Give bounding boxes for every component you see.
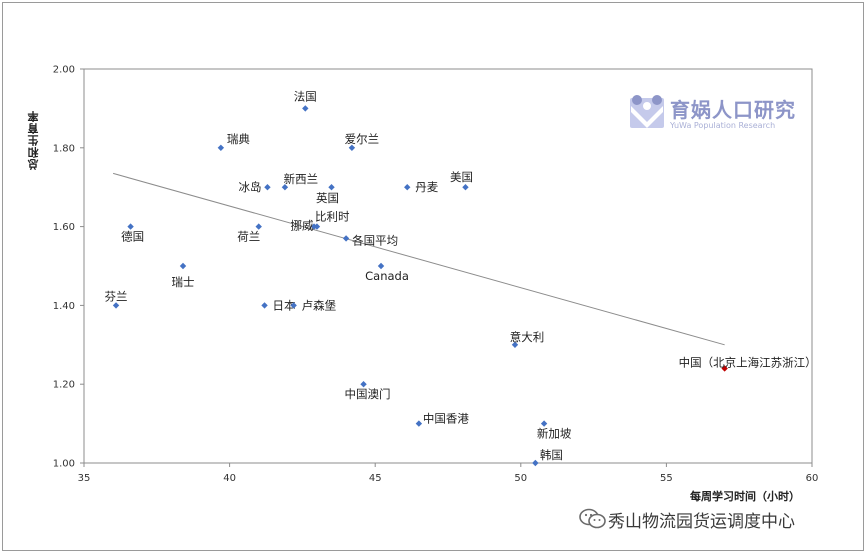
- logo-icon: [630, 95, 664, 128]
- logo: 育娲人口研究 YuWa Population Research: [628, 92, 808, 136]
- data-point: [264, 184, 271, 191]
- data-point: [302, 105, 309, 112]
- x-tick-label: 35: [78, 473, 91, 484]
- data-label: 比利时: [315, 210, 350, 224]
- data-label: 中国香港: [423, 412, 469, 426]
- data-point: [255, 223, 262, 230]
- wechat-icon: [579, 508, 606, 529]
- x-tick-label: 60: [806, 473, 819, 484]
- data-point: [348, 144, 356, 151]
- data-point: [127, 223, 134, 230]
- data-point: [360, 381, 367, 388]
- y-tick-label: 2.00: [53, 65, 75, 76]
- data-point: [377, 262, 385, 270]
- data-label: 各国平均: [352, 233, 398, 247]
- data-label: 中国（北京上海江苏浙江）: [679, 355, 817, 369]
- data-label: 瑞典: [227, 132, 250, 146]
- y-axis-label: 总和生育率: [27, 110, 40, 170]
- trend-line: [112, 172, 725, 346]
- data-label: 新西兰: [284, 172, 319, 186]
- data-label: 美国: [450, 170, 473, 184]
- x-tick-label: 50: [514, 473, 527, 484]
- data-label: 日本: [273, 298, 296, 312]
- data-point: [415, 420, 423, 427]
- logo-subtitle: YuWa Population Research: [670, 121, 776, 130]
- x-tick-label: 45: [369, 473, 382, 484]
- data-point: [721, 365, 728, 372]
- y-tick-label: 1.60: [53, 222, 75, 233]
- data-label: 中国澳门: [345, 387, 391, 401]
- data-label: 挪威: [291, 219, 314, 233]
- data-point: [540, 420, 548, 427]
- y-tick-label: 1.40: [53, 301, 75, 312]
- data-label: 瑞士: [172, 275, 195, 289]
- y-tick-label: 1.20: [53, 380, 75, 391]
- data-label: 意大利: [510, 330, 545, 344]
- plot-area: [83, 68, 813, 464]
- data-point: [511, 341, 519, 348]
- data-label: 英国: [316, 191, 339, 205]
- data-label: 丹麦: [415, 180, 438, 194]
- data-label: 冰岛: [238, 180, 261, 194]
- data-point: [290, 302, 297, 309]
- data-label: 新加坡: [537, 427, 572, 441]
- data-label: 爱尔兰: [345, 132, 380, 146]
- data-point: [112, 302, 120, 309]
- data-point: [532, 459, 539, 467]
- y-tick-label: 1.00: [53, 459, 75, 470]
- data-point: [404, 184, 411, 191]
- data-point: [313, 223, 321, 230]
- data-point: [328, 184, 335, 191]
- data-label: 韩国: [540, 448, 563, 462]
- x-axis-label: 每周学习时间（小时）: [690, 490, 800, 503]
- data-point: [342, 235, 350, 242]
- x-tick-label: 55: [660, 473, 673, 484]
- data-point: [462, 184, 469, 191]
- data-label: 荷兰: [237, 230, 260, 244]
- data-point: [261, 302, 268, 309]
- data-label: 法国: [294, 89, 317, 103]
- logo-title: 育娲人口研究: [670, 98, 796, 122]
- data-point: [179, 262, 187, 270]
- data-label: 芬兰: [105, 289, 128, 303]
- y-tick-label: 1.80: [53, 143, 75, 154]
- data-point: [217, 144, 225, 151]
- x-tick-label: 40: [223, 473, 236, 484]
- watermark: 秀山物流园货运调度中心: [578, 506, 795, 532]
- data-label: Canada: [365, 269, 409, 283]
- watermark-text: 秀山物流园货运调度中心: [608, 511, 795, 532]
- data-point: [281, 184, 289, 191]
- data-label: 卢森堡: [302, 298, 337, 312]
- data-label: 德国: [121, 230, 144, 244]
